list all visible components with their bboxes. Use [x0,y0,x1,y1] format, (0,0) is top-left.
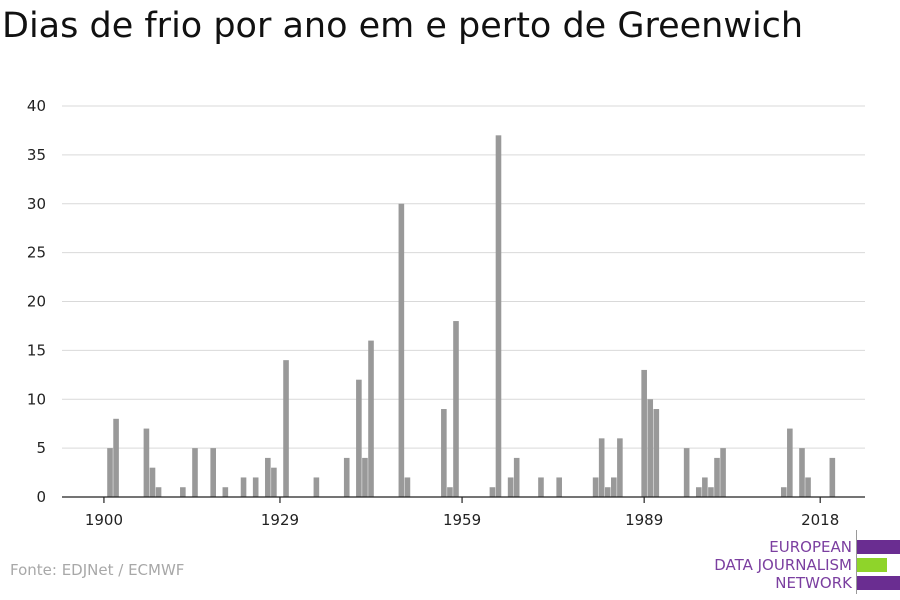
x-tick-label: 1900 [85,511,123,529]
bar-1982 [598,438,605,497]
bar-1913 [180,487,186,497]
y-tick-label: 10 [27,390,46,408]
bar-1902 [113,418,119,497]
bar-1940 [343,457,350,497]
x-tick-label: 2018 [801,511,839,529]
bar-chart: 0 5 10 15 20 25 30 35 40 1900 1929 1959 1989 2018 [27,97,865,529]
bar-1996 [683,448,690,497]
bar-2001 [714,457,720,497]
bar-1918 [210,448,216,497]
bar-1943 [362,457,368,497]
bar-1908 [149,467,156,497]
logo-divider [856,530,857,594]
x-tick-label: 1959 [443,511,481,529]
bar-1909 [155,487,162,497]
y-tick-label: 20 [27,293,46,311]
y-tick-label: 40 [27,97,46,115]
bar-1984 [611,477,617,497]
bar-1944 [368,340,374,497]
y-axis-tick-labels: 0 5 10 15 20 25 30 35 40 [27,97,46,506]
bar-1958 [453,321,459,497]
logo-line-2: DATA JOURNALISM [714,556,852,574]
edjnet-logo: EUROPEAN DATA JOURNALISM NETWORK [700,530,900,594]
bar-2015 [799,448,805,497]
bars [107,135,836,497]
bar-2000 [708,487,714,497]
bar-1991 [653,409,660,497]
bar-1956 [441,409,447,497]
bar-1981 [592,477,599,497]
bar-1967 [507,477,514,497]
bar-1942 [356,379,362,497]
y-tick-label: 15 [27,341,46,359]
x-axis-ticks: 1900 1929 1959 1989 2018 [85,497,839,529]
bar-1927 [265,457,271,497]
chart-title: Dias de frio por ano em e perto de Green… [2,6,804,46]
bar-1935 [313,477,320,497]
bar-1968 [513,457,520,497]
bar-1964 [489,487,496,497]
bar-2012 [780,487,787,497]
bar-2020 [829,457,836,497]
bar-1985 [617,438,623,497]
bar-2013 [787,428,793,497]
bar-1998 [695,487,702,497]
y-tick-label: 5 [36,439,46,457]
y-tick-label: 0 [36,488,46,506]
logo-line-1: EUROPEAN [769,538,852,556]
bar-1901 [107,448,113,497]
bar-1915 [192,448,198,497]
bar-1907 [143,428,150,497]
x-tick-label: 1929 [261,511,299,529]
bar-1999 [702,477,708,497]
bar-1965 [495,135,502,497]
y-tick-label: 30 [27,195,46,213]
bar-1957 [447,487,453,497]
logo-line-3: NETWORK [775,574,852,592]
bar-1990 [647,399,654,497]
bar-1923 [240,477,247,497]
bar-1989 [641,369,647,497]
bar-2002 [720,448,726,497]
y-tick-label: 25 [27,244,46,262]
bar-1949 [398,203,405,497]
logo-bar-bottom [857,576,900,590]
bar-2016 [805,477,811,497]
logo-bar-middle [857,558,887,572]
gridlines [62,105,865,449]
source-note: Fonte: EDJNet / ECMWF [10,561,185,579]
x-tick-label: 1989 [625,511,663,529]
bar-1930 [283,360,289,497]
bar-1983 [604,487,611,497]
bar-1975 [556,477,562,497]
bar-1920 [222,487,229,497]
bar-1928 [271,467,277,497]
y-tick-label: 35 [27,146,46,164]
logo-text: EUROPEAN DATA JOURNALISM NETWORK [714,538,852,592]
bar-1972 [538,477,544,497]
bar-1925 [252,477,259,497]
bar-1950 [404,477,411,497]
logo-bar-top [857,540,900,554]
